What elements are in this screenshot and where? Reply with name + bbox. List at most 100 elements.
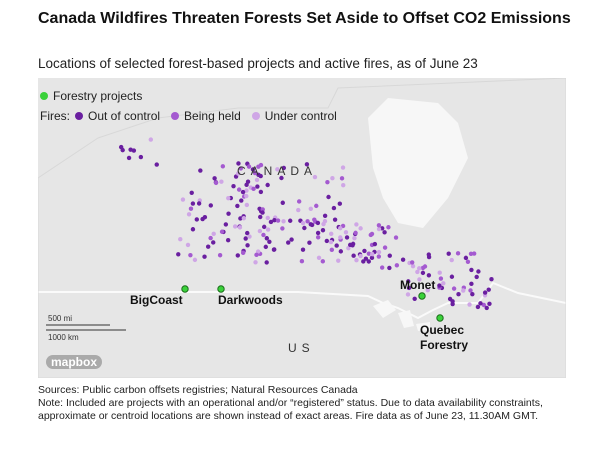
legend-label: Fires: bbox=[40, 109, 70, 123]
fire-dot bbox=[312, 217, 317, 222]
fire-dot bbox=[244, 193, 249, 199]
fire-dot bbox=[131, 148, 137, 153]
fire-dot bbox=[336, 258, 341, 263]
fire-dot bbox=[330, 176, 335, 181]
fire-dot bbox=[212, 176, 217, 181]
legend-swatch bbox=[171, 112, 180, 120]
fire-dot bbox=[467, 302, 472, 307]
fire-dot bbox=[386, 225, 391, 230]
note: Note: Included are projects with an oper… bbox=[38, 397, 543, 422]
fire-dot bbox=[237, 225, 243, 230]
fire-dot bbox=[231, 183, 236, 189]
fire-dot bbox=[279, 175, 284, 181]
project-marker bbox=[181, 285, 189, 293]
fire-dot bbox=[478, 301, 483, 306]
fire-dot bbox=[236, 187, 242, 192]
fire-dot bbox=[302, 225, 307, 231]
fire-dot bbox=[475, 304, 481, 310]
fire-dot bbox=[338, 225, 343, 231]
fire-dot bbox=[226, 211, 231, 216]
fire-dot bbox=[425, 287, 430, 293]
fire-dot bbox=[208, 235, 213, 241]
fire-dot bbox=[235, 203, 240, 209]
fire-dot bbox=[271, 247, 277, 252]
fire-dot bbox=[339, 176, 345, 181]
project-marker bbox=[217, 285, 225, 293]
fire-dot bbox=[320, 228, 326, 233]
fire-dot bbox=[308, 206, 314, 211]
fire-dot bbox=[198, 168, 203, 173]
fire-dot bbox=[264, 260, 269, 265]
fire-dot bbox=[235, 171, 241, 176]
fire-dot bbox=[369, 231, 375, 237]
fire-dot bbox=[352, 235, 357, 241]
fire-dot bbox=[382, 230, 387, 235]
fire-dot bbox=[337, 201, 343, 206]
fire-dot bbox=[189, 190, 194, 195]
fire-dot bbox=[329, 247, 335, 252]
fire-dot bbox=[265, 182, 270, 188]
fire-dot bbox=[208, 203, 214, 208]
fire-dot bbox=[324, 238, 330, 244]
fire-dot bbox=[254, 177, 260, 183]
fire-dot bbox=[315, 235, 321, 240]
fire-dot bbox=[328, 239, 334, 245]
fire-dot bbox=[280, 200, 285, 205]
fire-dot bbox=[265, 215, 270, 221]
fire-dot bbox=[255, 184, 260, 189]
legend-item: Forestry projects bbox=[40, 89, 142, 103]
fire-dot bbox=[305, 219, 310, 224]
fire-dot bbox=[449, 274, 455, 279]
fire-dot bbox=[354, 222, 359, 227]
country-label: CANADA bbox=[237, 164, 318, 178]
subtitle: Locations of selected forest-based proje… bbox=[38, 56, 478, 71]
fire-dot bbox=[405, 292, 411, 297]
fire-dot bbox=[332, 217, 338, 222]
fire-dot bbox=[186, 212, 192, 217]
fire-dot bbox=[376, 254, 382, 259]
fire-dot bbox=[420, 270, 426, 276]
fire-dot bbox=[338, 235, 343, 240]
fire-dot bbox=[455, 251, 461, 256]
fire-dot bbox=[450, 301, 455, 307]
project-markers bbox=[181, 285, 444, 322]
fire-dot bbox=[280, 226, 285, 231]
fire-dot bbox=[275, 218, 281, 223]
fire-dot bbox=[412, 296, 417, 302]
fire-dot bbox=[379, 265, 385, 270]
fire-dot bbox=[296, 199, 302, 204]
fire-dot bbox=[205, 244, 211, 249]
project-marker bbox=[436, 314, 444, 322]
legend-swatch bbox=[251, 112, 260, 120]
fire-dot bbox=[235, 253, 240, 258]
fire-dot bbox=[176, 252, 181, 257]
fire-dot bbox=[437, 270, 442, 275]
fire-dot bbox=[307, 240, 312, 245]
fire-dot bbox=[417, 277, 422, 282]
fire-dot bbox=[260, 210, 265, 215]
fire-dot bbox=[469, 267, 474, 273]
fire-dot bbox=[288, 218, 293, 223]
fire-dot bbox=[315, 230, 321, 236]
fire-dot bbox=[138, 154, 144, 160]
project-label: Monet bbox=[400, 278, 436, 292]
legend-label: Forestry projects bbox=[53, 89, 143, 103]
fire-dot bbox=[376, 226, 382, 232]
fire-dot bbox=[308, 222, 313, 227]
fire-dot bbox=[363, 256, 369, 261]
fire-dot bbox=[258, 214, 263, 220]
fire-dot bbox=[471, 251, 477, 256]
fire-dot bbox=[190, 227, 196, 232]
fire-dot bbox=[451, 286, 457, 291]
fire-dot bbox=[437, 283, 442, 288]
fire-dot bbox=[361, 259, 366, 264]
scale-label: 1000 km bbox=[48, 333, 79, 342]
fire-dot bbox=[236, 161, 241, 166]
fire-dot bbox=[258, 173, 263, 179]
fire-dot bbox=[217, 253, 223, 258]
fire-dot bbox=[240, 250, 246, 256]
fire-dot bbox=[406, 285, 412, 291]
fire-dot bbox=[261, 232, 266, 238]
fire-dot bbox=[238, 166, 244, 171]
